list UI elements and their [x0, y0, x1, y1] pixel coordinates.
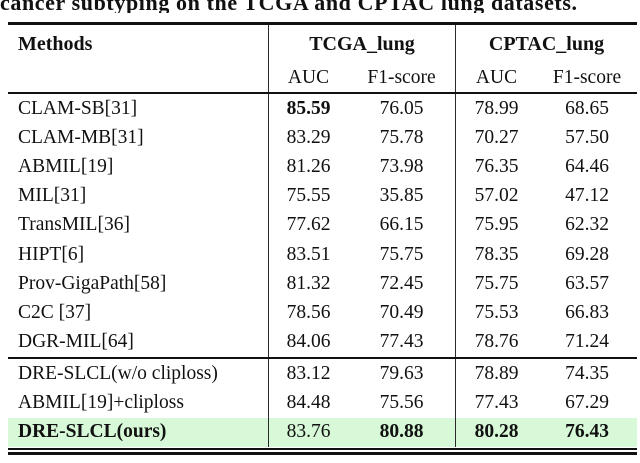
subheader-tcga-f1: F1-score [367, 67, 436, 88]
metric-value: 67.29 [565, 392, 609, 414]
method-name: HIPT[6] [18, 243, 85, 265]
metric-value: 75.56 [379, 392, 424, 414]
table-header-metrics: AUC F1-score AUC F1-score [8, 64, 637, 92]
table-row: Prov-GigaPath[58] 81.32 72.45 75.75 63.57 [8, 269, 637, 299]
metric-value: 76.35 [455, 152, 537, 182]
method-name: DRE-SLCL(w/o cliploss) [18, 362, 218, 384]
subheader-tcga-auc: AUC [268, 64, 348, 92]
metric-value: 62.32 [565, 214, 609, 236]
metric-value: 83.76 [268, 417, 348, 448]
metric-value: 84.06 [268, 327, 348, 357]
metric-value: 83.51 [268, 239, 348, 270]
metric-value: 83.12 [268, 359, 348, 389]
metric-value: 77.43 [379, 331, 424, 353]
metric-value: 75.95 [455, 210, 537, 240]
metric-value: 78.89 [455, 359, 537, 389]
table-header-groups: Methods TCGA_lung CPTAC_lung [8, 25, 637, 64]
metric-value: 85.59 [268, 94, 348, 124]
metric-value: 70.49 [379, 301, 424, 323]
header-rule [8, 92, 637, 94]
table-row: DRE-SLCL(ours) 83.76 80.88 80.28 76.43 [8, 417, 637, 448]
baseline-methods-section: CLAM-SB[31] 85.59 76.05 78.99 68.65 CLAM-MB[3… [8, 94, 637, 357]
metric-value: 73.98 [379, 155, 424, 177]
metric-value: 78.35 [455, 239, 537, 270]
metric-value: 80.88 [379, 421, 424, 443]
metric-value: 64.46 [565, 155, 609, 177]
metric-value: 69.28 [565, 243, 609, 265]
table-row: ABMIL[19] 81.26 73.98 76.35 64.46 [8, 152, 637, 182]
method-name: TransMIL[36] [18, 214, 130, 236]
bottom-rule [8, 447, 637, 455]
table-row: DRE-SLCL(w/o cliploss) 83.12 79.63 78.89 74.… [8, 359, 637, 389]
metric-value: 77.43 [455, 388, 537, 418]
metric-value: 79.63 [379, 362, 424, 384]
method-name: MIL[31] [18, 185, 87, 207]
empty-header-cell [8, 64, 268, 92]
method-name: C2C [37] [18, 301, 92, 323]
metric-value: 70.27 [455, 123, 537, 153]
metric-value: 75.53 [455, 298, 537, 328]
method-name: DRE-SLCL(ours) [18, 421, 167, 443]
metric-value: 75.75 [455, 269, 537, 299]
table-row: CLAM-SB[31] 85.59 76.05 78.99 68.65 [8, 94, 637, 124]
method-name: ABMIL[19] [18, 155, 114, 177]
table-row: CLAM-MB[31] 83.29 75.78 70.27 57.50 [8, 123, 637, 153]
method-name: Prov-GigaPath[58] [18, 272, 167, 294]
table-row: MIL[31] 75.55 35.85 57.02 47.12 [8, 181, 637, 211]
results-table: Methods TCGA_lung CPTAC_lung AUC F1-scor… [8, 22, 637, 455]
metric-value: 66.15 [379, 214, 424, 236]
method-name: DGR-MIL[64] [18, 331, 134, 353]
top-rule [8, 22, 637, 25]
section-divider-rule [8, 356, 637, 360]
table-row: ABMIL[19]+cliploss 84.48 75.56 77.43 67.29 [8, 388, 637, 418]
subheader-cptac-f1: F1-score [552, 67, 622, 88]
metric-value: 47.12 [565, 185, 609, 207]
metric-value: 84.48 [268, 388, 348, 418]
metric-value: 75.75 [379, 243, 424, 265]
metric-value: 80.28 [455, 417, 537, 448]
metric-value: 63.57 [565, 272, 609, 294]
ablation-ours-section: DRE-SLCL(w/o cliploss) 83.12 79.63 78.89 74.… [8, 359, 637, 448]
metric-value: 75.78 [379, 126, 424, 148]
metric-value: 72.45 [379, 272, 424, 294]
metric-value: 35.85 [379, 185, 424, 207]
metric-value: 76.05 [379, 97, 424, 119]
table-row: C2C [37] 78.56 70.49 75.53 66.83 [8, 298, 637, 328]
group-header-tcga-lung: TCGA_lung [268, 25, 455, 64]
metric-value: 66.83 [565, 301, 609, 323]
table-row: DGR-MIL[64] 84.06 77.43 78.76 71.24 [8, 327, 637, 357]
metric-value: 81.32 [268, 269, 348, 299]
metric-value: 83.29 [268, 123, 348, 153]
metric-value: 81.26 [268, 152, 348, 182]
metric-value: 68.65 [565, 97, 609, 119]
metric-value: 78.76 [455, 327, 537, 357]
method-name: ABMIL[19]+cliploss [18, 392, 184, 414]
metric-value: 74.35 [565, 362, 609, 384]
method-name: CLAM-MB[31] [18, 126, 144, 148]
metric-value: 75.55 [268, 181, 348, 211]
group-header-cptac-lung: CPTAC_lung [455, 25, 637, 64]
method-name: CLAM-SB[31] [18, 97, 138, 119]
table-row: TransMIL[36] 77.62 66.15 75.95 62.32 [8, 210, 637, 240]
metric-value: 71.24 [565, 331, 609, 353]
subheader-cptac-auc: AUC [455, 64, 537, 92]
metric-value: 78.99 [455, 94, 537, 124]
metric-value: 77.62 [268, 210, 348, 240]
methods-column-header: Methods [18, 33, 93, 55]
metric-value: 76.43 [565, 421, 609, 443]
metric-value: 78.56 [268, 298, 348, 328]
table-row: HIPT[6] 83.51 75.75 78.35 69.28 [8, 239, 637, 270]
metric-value: 57.02 [455, 181, 537, 211]
table-caption: cancer subtyping on the TCGA and CPTAC l… [0, 0, 640, 13]
metric-value: 57.50 [565, 126, 609, 148]
table-caption-text: cancer subtyping on the TCGA and CPTAC l… [0, 0, 578, 13]
